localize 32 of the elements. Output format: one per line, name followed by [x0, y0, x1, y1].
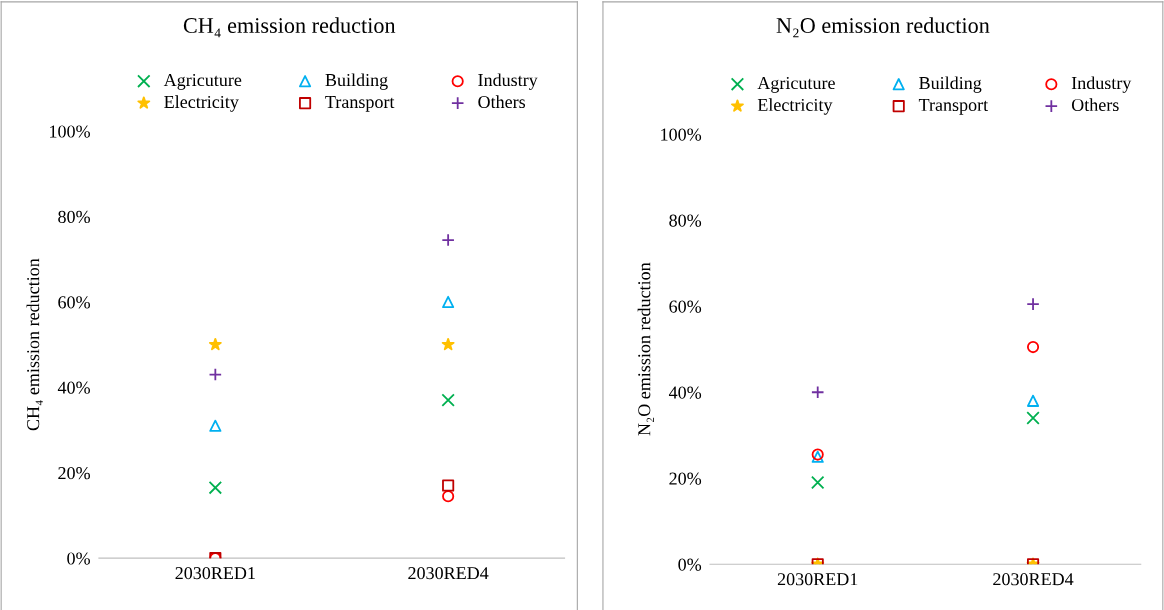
y-tick-label: 20%	[58, 467, 90, 480]
x-tick-label: 2030RED4	[993, 573, 1074, 586]
y-tick-label: 100%	[50, 125, 90, 138]
y-tick-label: 80%	[58, 210, 90, 224]
x-tick-label: 2030RED1	[175, 567, 255, 580]
y-tick-label: 20%	[669, 472, 702, 485]
legend-label: Electricity	[757, 98, 833, 115]
legend-label: Agricuture	[163, 73, 242, 90]
legend-label: Agricuture	[757, 76, 835, 93]
y-tick-label: 40%	[57, 381, 90, 394]
chart-title: N₂O emission reduction	[776, 17, 990, 38]
legend-label: Others	[478, 95, 526, 109]
y-tick-label: 40%	[668, 386, 702, 399]
y-tick-label: 60%	[58, 296, 90, 309]
legend-label: Others	[1071, 98, 1119, 112]
x-tick-label: 2030RED4	[408, 567, 489, 580]
legend-label: Transport	[918, 99, 989, 115]
x-tick-label: 2030RED1	[777, 573, 858, 586]
y-tick-label: 0%	[67, 552, 90, 565]
legend-label: Industry	[478, 73, 538, 90]
y-tick-label: 60%	[669, 300, 702, 313]
y-axis-title: N₂O emission reduction	[637, 262, 654, 436]
y-tick-label: 80%	[669, 214, 702, 227]
chart-title: CH₄ emission reduction	[183, 17, 396, 38]
legend-label: Electricity	[164, 95, 239, 112]
legend-label: Building	[325, 73, 388, 90]
y-tick-label: 0%	[678, 558, 702, 571]
y-tick-label: 100%	[661, 128, 702, 141]
legend-label: Building	[919, 76, 982, 93]
y-axis-title: CH₄ emission reduction	[26, 258, 43, 431]
legend-label: Industry	[1071, 76, 1132, 93]
legend-label: Transport	[325, 96, 395, 112]
